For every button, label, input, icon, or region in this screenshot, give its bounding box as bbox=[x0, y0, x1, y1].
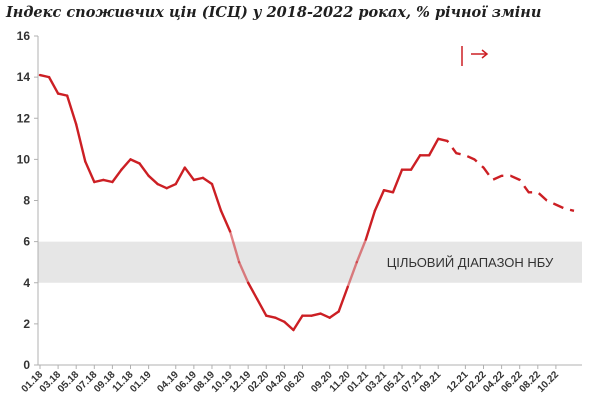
actual-line-segment bbox=[129, 158, 141, 165]
actual-line-segment bbox=[183, 166, 196, 182]
actual-line-segment bbox=[210, 182, 223, 212]
actual-line-segment bbox=[165, 182, 177, 190]
actual-line-segment bbox=[246, 281, 259, 301]
target-band-label: ЦІЛЬОВИЙ ДІАПАЗОН НБУ bbox=[387, 255, 554, 270]
y-tick-label: 14 bbox=[17, 70, 31, 84]
y-tick-label: 2 bbox=[23, 317, 30, 331]
actual-line-segment bbox=[283, 320, 295, 332]
actual-line-segment bbox=[111, 168, 123, 184]
x-tick-label: 10.22 bbox=[536, 369, 562, 395]
y-tick-label: 8 bbox=[23, 194, 30, 208]
y-tick-label: 16 bbox=[17, 29, 31, 43]
forecast-marker bbox=[461, 46, 489, 66]
forecast-arrow-head bbox=[481, 49, 489, 59]
y-tick-label: 6 bbox=[23, 235, 30, 249]
actual-line-segment bbox=[120, 158, 132, 171]
forecast-line bbox=[437, 137, 575, 212]
actual-line-segment bbox=[328, 310, 340, 319]
actual-line-segment bbox=[219, 209, 232, 233]
series bbox=[38, 73, 575, 332]
y-tick-label: 12 bbox=[17, 111, 31, 125]
x-tick-label: 01.19 bbox=[128, 369, 154, 395]
actual-line-segment bbox=[409, 154, 422, 171]
actual-line-segment bbox=[75, 123, 87, 163]
actual-line-segment bbox=[174, 166, 187, 186]
actual-line-segment bbox=[337, 285, 349, 313]
actual-line-segment bbox=[265, 314, 277, 319]
actual-line-segment bbox=[346, 260, 358, 289]
actual-line-segment bbox=[47, 75, 60, 95]
x-tick-label: 06.20 bbox=[282, 369, 308, 395]
actual-line-segment bbox=[147, 174, 159, 186]
y-tick-label: 10 bbox=[17, 152, 31, 166]
actual-line-segment bbox=[256, 298, 268, 317]
y-axis: 0 2 4 6 8 10 12 14 16 bbox=[17, 29, 39, 372]
y-tick-label: 4 bbox=[23, 276, 30, 290]
actual-line-segment bbox=[427, 137, 440, 157]
actual-line-segment bbox=[373, 189, 386, 212]
actual-line-segment bbox=[364, 209, 377, 241]
actual-line-segment bbox=[56, 92, 69, 97]
actual-line-segment bbox=[84, 160, 96, 184]
actual-line-segment bbox=[391, 168, 404, 194]
actual-line-segment bbox=[237, 260, 250, 284]
chart-title: Індекс споживчих цін (ІСЦ) у 2018-2022 р… bbox=[6, 4, 542, 21]
actual-line-segment bbox=[65, 94, 78, 126]
actual-line-segment bbox=[156, 182, 168, 190]
y-tick-label: 0 bbox=[23, 358, 30, 372]
actual-line-segment bbox=[274, 316, 286, 324]
x-tick-label: 09.21 bbox=[418, 369, 444, 395]
actual-line-segment bbox=[38, 73, 51, 79]
actual-line-segment bbox=[228, 230, 241, 264]
actual-line-segment bbox=[319, 312, 331, 319]
actual-line-segment bbox=[192, 176, 205, 182]
actual-line-segment bbox=[138, 162, 150, 178]
actual-line-segment bbox=[382, 189, 395, 194]
actual-line-segment bbox=[292, 314, 304, 332]
actual-line-segment bbox=[310, 312, 322, 317]
actual-line-segment bbox=[201, 176, 214, 186]
actual-line-segment bbox=[355, 238, 368, 264]
actual-line-segment bbox=[93, 178, 105, 184]
actual-line-segment bbox=[102, 178, 114, 184]
target-band bbox=[38, 241, 582, 283]
